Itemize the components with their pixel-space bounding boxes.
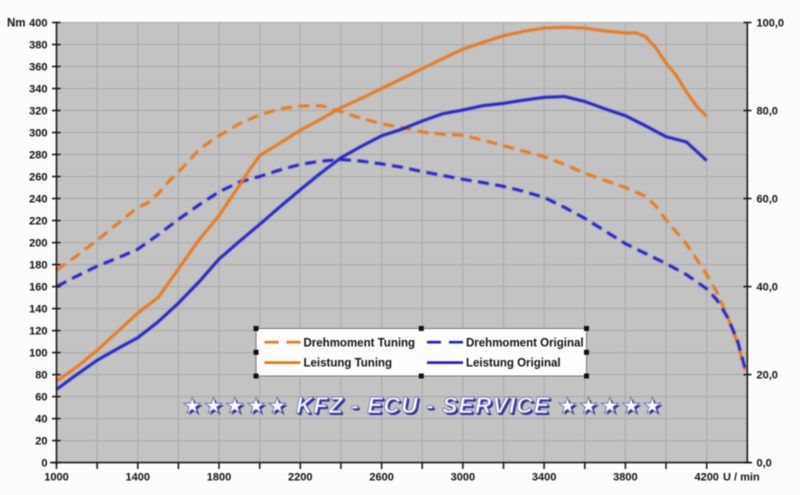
svg-text:380: 380 [29,40,47,52]
svg-text:3400: 3400 [532,472,556,484]
svg-text:20: 20 [35,436,47,448]
svg-text:60,0: 60,0 [757,194,778,206]
svg-text:U / min: U / min [723,472,760,484]
svg-text:120: 120 [29,326,47,338]
svg-text:80,0: 80,0 [757,106,778,118]
svg-text:Drehmoment Tuning: Drehmoment Tuning [304,337,416,349]
svg-text:340: 340 [29,84,47,96]
svg-text:Leistung Tuning: Leistung Tuning [304,358,393,370]
svg-text:0: 0 [41,458,47,470]
svg-text:0,0: 0,0 [757,458,772,470]
svg-text:40,0: 40,0 [757,282,778,294]
svg-text:40: 40 [35,414,47,426]
svg-text:1000: 1000 [44,472,68,484]
svg-text:220: 220 [29,216,47,228]
svg-text:Drehmoment Original: Drehmoment Original [466,337,584,349]
svg-text:20,0: 20,0 [757,370,778,382]
svg-text:260: 260 [29,172,47,184]
svg-text:100,0: 100,0 [757,18,785,30]
svg-text:Leistung Original: Leistung Original [466,358,561,370]
svg-text:320: 320 [29,106,47,118]
svg-text:3800: 3800 [613,472,637,484]
svg-text:2600: 2600 [369,472,393,484]
svg-text:100: 100 [29,348,47,360]
svg-text:4200: 4200 [694,472,718,484]
svg-text:200: 200 [29,238,47,250]
svg-text:240: 240 [29,194,47,206]
svg-text:2200: 2200 [288,472,312,484]
svg-text:160: 160 [29,282,47,294]
svg-text:1800: 1800 [207,472,231,484]
svg-text:180: 180 [29,260,47,272]
svg-text:80: 80 [35,370,47,382]
svg-text:60: 60 [35,392,47,404]
svg-text:1400: 1400 [126,472,150,484]
svg-text:300: 300 [29,128,47,140]
svg-text:280: 280 [29,150,47,162]
svg-text:400: 400 [29,18,47,30]
svg-text:140: 140 [29,304,47,316]
svg-text:360: 360 [29,62,47,74]
svg-text:Nm: Nm [7,18,26,30]
svg-text:3000: 3000 [451,472,475,484]
